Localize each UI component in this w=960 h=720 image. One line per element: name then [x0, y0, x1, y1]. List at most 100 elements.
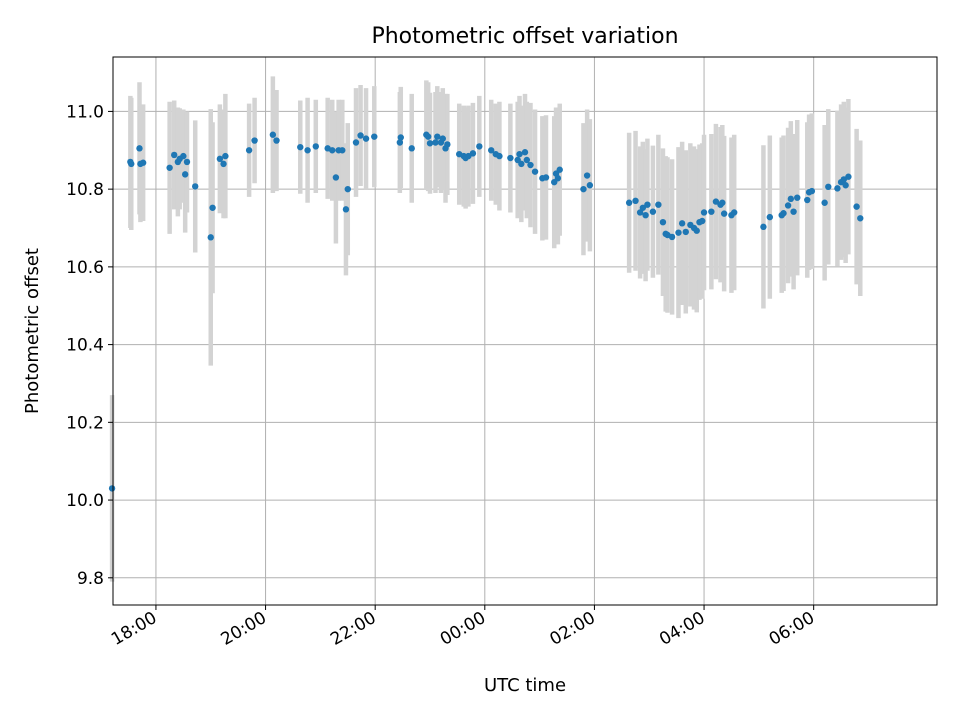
data-point — [675, 229, 682, 236]
data-point — [580, 185, 587, 193]
data-point — [476, 143, 483, 150]
data-point — [780, 210, 787, 217]
data-point — [636, 209, 644, 216]
data-point — [821, 199, 828, 206]
data-point — [784, 202, 792, 209]
data-point — [352, 139, 360, 146]
data-point — [507, 154, 514, 162]
data-point — [857, 215, 864, 222]
data-point — [207, 234, 214, 241]
data-point — [516, 150, 523, 158]
data-point — [527, 161, 534, 169]
data-point — [487, 147, 495, 154]
data-point — [834, 185, 841, 192]
data-point — [700, 209, 708, 216]
data-point — [808, 187, 816, 195]
data-point — [444, 141, 451, 148]
x-axis-label: UTC time — [484, 675, 566, 696]
data-point — [586, 182, 594, 189]
data-point — [794, 194, 801, 201]
data-point — [180, 152, 187, 160]
data-point — [439, 135, 446, 142]
data-point — [583, 172, 591, 179]
data-point — [523, 156, 531, 164]
data-point — [139, 159, 147, 166]
data-point — [342, 206, 350, 213]
data-point — [362, 135, 370, 142]
chart-title: Photometric offset variation — [371, 24, 678, 49]
data-point — [649, 208, 657, 215]
data-point — [699, 217, 706, 225]
y-axis-ticks: 9.8 10.0 10.2 10.4 10.6 10.8 11.0 — [66, 102, 113, 589]
data-point — [397, 134, 404, 141]
data-point — [842, 182, 849, 189]
data-point — [825, 183, 832, 191]
data-point — [183, 158, 191, 166]
data-point — [192, 183, 199, 190]
data-point — [625, 199, 633, 206]
data-point — [720, 210, 728, 217]
data-point — [642, 211, 649, 219]
data-point — [790, 208, 797, 215]
data-point — [730, 209, 738, 216]
data-point — [639, 204, 647, 211]
data-point — [787, 195, 795, 203]
data-point — [542, 174, 550, 181]
data-point — [344, 185, 351, 193]
data-point — [171, 151, 178, 159]
data-point — [719, 199, 726, 206]
data-point — [332, 174, 340, 181]
data-point — [216, 155, 224, 163]
data-point — [659, 218, 667, 226]
data-point — [804, 196, 811, 204]
data-point — [708, 208, 715, 215]
data-point — [396, 139, 404, 146]
data-point — [166, 164, 173, 171]
data-points — [108, 131, 864, 492]
data-point — [554, 175, 562, 182]
data-point — [222, 152, 229, 160]
data-point — [632, 197, 639, 205]
y-tick-label: 10.2 — [66, 413, 104, 433]
data-point — [245, 147, 253, 154]
data-point — [556, 166, 563, 173]
data-point — [424, 133, 432, 140]
data-point — [682, 228, 689, 236]
y-axis-label: Photometric offset — [22, 248, 43, 414]
data-point — [371, 133, 378, 140]
data-point — [269, 131, 277, 138]
data-point — [678, 220, 686, 227]
data-point — [251, 137, 258, 144]
data-point — [712, 198, 720, 205]
data-point — [297, 143, 304, 151]
data-point — [668, 233, 676, 241]
data-point — [408, 145, 415, 152]
data-point — [496, 152, 503, 160]
data-point — [845, 173, 852, 180]
data-point — [521, 149, 529, 156]
data-point — [339, 147, 346, 154]
data-point — [432, 139, 439, 146]
data-point — [220, 160, 227, 168]
data-point — [434, 133, 441, 140]
data-point — [531, 168, 539, 175]
y-tick-label: 9.8 — [77, 569, 104, 589]
data-point — [760, 223, 767, 231]
y-tick-label: 11.0 — [66, 102, 104, 122]
plot-frame — [112, 56, 938, 606]
data-point — [128, 160, 135, 168]
y-tick-label: 10.6 — [66, 258, 104, 278]
data-point — [273, 137, 280, 144]
data-point — [469, 150, 477, 157]
y-tick-label: 10.0 — [66, 491, 104, 511]
data-point — [312, 143, 320, 150]
data-point — [181, 171, 189, 178]
data-point — [357, 132, 364, 139]
data-point — [766, 213, 774, 221]
data-point — [304, 147, 311, 154]
data-point — [655, 201, 662, 208]
data-point — [329, 147, 336, 154]
y-tick-label: 10.8 — [66, 180, 104, 200]
data-point — [518, 160, 525, 168]
